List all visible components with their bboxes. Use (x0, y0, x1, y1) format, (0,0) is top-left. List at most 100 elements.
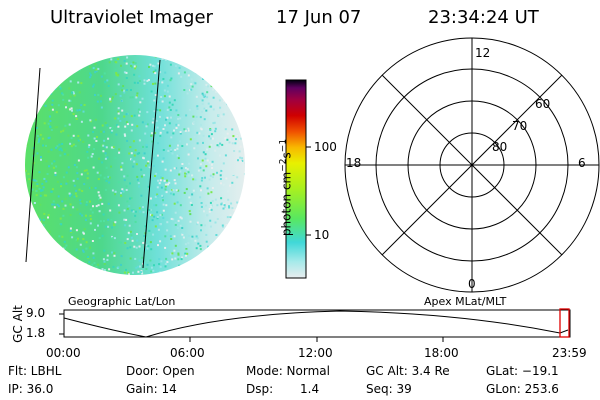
uv-speckle-pixel (166, 261, 169, 263)
uv-speckle-pixel (187, 153, 190, 156)
uv-speckle-pixel (207, 102, 210, 105)
uv-speckle-pixel (179, 204, 182, 207)
uv-speckle-pixel (206, 61, 209, 64)
uv-speckle-pixel (158, 258, 161, 261)
uv-speckle-pixel (159, 214, 162, 217)
uv-speckle-pixel (208, 178, 211, 181)
uv-speckle-pixel (237, 159, 239, 162)
uv-speckle-pixel (89, 218, 92, 221)
uv-speckle-pixel (202, 269, 205, 272)
uv-speckle-pixel (50, 81, 53, 84)
uv-speckle-pixel (164, 168, 167, 171)
uv-speckle-pixel (133, 154, 136, 157)
uv-speckle-pixel (117, 112, 120, 115)
uv-speckle-pixel (140, 175, 143, 178)
uv-speckle-pixel (159, 265, 162, 268)
uv-speckle-pixel (164, 246, 167, 249)
uv-image-disk (25, 55, 245, 275)
uv-speckle-pixel (207, 266, 210, 269)
uv-speckle-pixel (34, 106, 37, 108)
uv-speckle-pixel (188, 76, 190, 79)
gain-info: Gain: 14 (126, 382, 177, 396)
uv-speckle-pixel (93, 137, 96, 140)
uv-speckle-pixel (139, 101, 142, 104)
uv-speckle-pixel (95, 68, 98, 71)
uv-speckle-pixel (233, 230, 235, 232)
uv-speckle-pixel (61, 143, 64, 145)
uv-speckle-pixel (80, 104, 83, 107)
uv-speckle-pixel (177, 144, 179, 147)
uv-speckle-pixel (104, 80, 107, 83)
uv-speckle-pixel (191, 193, 194, 196)
uv-speckle-pixel (188, 196, 191, 199)
uv-speckle-pixel (182, 236, 185, 239)
uv-speckle-pixel (40, 242, 43, 245)
uv-speckle-pixel (205, 233, 208, 236)
uv-speckle-pixel (237, 118, 240, 121)
uv-speckle-pixel (36, 224, 39, 227)
uv-speckle-pixel (217, 266, 220, 269)
uv-speckle-pixel (160, 176, 163, 179)
uv-speckle-pixel (223, 68, 226, 71)
uv-speckle-pixel (232, 252, 235, 255)
uv-speckle-pixel (72, 143, 75, 146)
uv-speckle-pixel (44, 78, 46, 81)
uv-speckle-pixel (215, 86, 218, 89)
uv-speckle-pixel (92, 67, 95, 70)
uv-speckle-pixel (175, 189, 178, 192)
uv-speckle-pixel (216, 144, 219, 147)
uv-speckle-pixel (162, 128, 165, 130)
uv-speckle-pixel (75, 189, 78, 192)
uv-speckle-pixel (155, 204, 158, 207)
uv-speckle-pixel (214, 256, 217, 258)
uv-speckle-pixel (141, 121, 144, 124)
uv-speckle-pixel (41, 84, 44, 87)
uv-speckle-pixel (125, 121, 128, 124)
uv-speckle-pixel (189, 138, 192, 141)
uv-speckle-pixel (206, 187, 209, 190)
alt-xtick-label-1800: 18:00 (424, 346, 459, 360)
uv-speckle-pixel (99, 220, 102, 223)
uv-speckle-pixel (95, 205, 98, 208)
uv-speckle-pixel (44, 104, 47, 107)
uv-speckle-pixel (206, 256, 208, 259)
uv-speckle-pixel (237, 63, 239, 66)
uv-speckle-pixel (235, 67, 238, 70)
uv-speckle-pixel (228, 60, 231, 63)
uv-speckle-pixel (30, 273, 33, 275)
uv-speckle-pixel (106, 79, 109, 82)
uv-speckle-pixel (45, 180, 48, 183)
uv-speckle-pixel (119, 94, 122, 97)
uv-speckle-pixel (134, 210, 137, 213)
uv-speckle-pixel (164, 55, 167, 57)
uv-speckle-pixel (69, 80, 72, 83)
uv-speckle-pixel (51, 74, 54, 77)
uv-speckle-pixel (70, 145, 73, 148)
uv-speckle-pixel (120, 190, 123, 192)
uv-speckle-pixel (208, 161, 211, 164)
uv-speckle-pixel (89, 222, 92, 225)
uv-speckle-pixel (89, 200, 91, 203)
uv-speckle-pixel (125, 185, 128, 188)
uv-speckle-pixel (155, 119, 158, 122)
uv-speckle-pixel (57, 195, 60, 198)
uv-speckle-pixel (174, 149, 177, 151)
uv-speckle-pixel (226, 216, 229, 219)
uv-speckle-pixel (199, 116, 202, 119)
uv-speckle-pixel (192, 178, 195, 181)
uv-speckle-pixel (133, 160, 136, 163)
uv-speckle-pixel (35, 229, 38, 232)
uv-speckle-pixel (36, 135, 39, 137)
uv-speckle-pixel (79, 199, 82, 202)
uv-speckle-pixel (228, 141, 231, 144)
uv-speckle-pixel (155, 172, 158, 175)
uv-speckle-pixel (75, 195, 78, 198)
uv-speckle-pixel (72, 91, 75, 94)
uv-speckle-pixel (217, 145, 220, 148)
uv-speckle-pixel (96, 100, 99, 103)
uv-speckle-pixel (199, 260, 201, 263)
uv-speckle-pixel (178, 264, 181, 267)
uv-speckle-pixel (56, 126, 59, 129)
uv-speckle-pixel (228, 97, 231, 100)
uv-speckle-pixel (130, 89, 132, 91)
